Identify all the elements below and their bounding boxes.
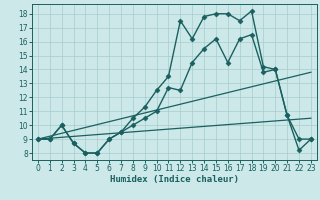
X-axis label: Humidex (Indice chaleur): Humidex (Indice chaleur) bbox=[110, 175, 239, 184]
